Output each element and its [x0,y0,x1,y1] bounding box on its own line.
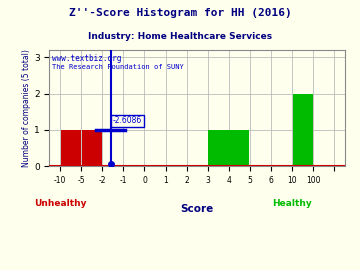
Bar [293,94,313,166]
Text: -2.6086: -2.6086 [113,116,142,125]
Bar [60,130,81,166]
Y-axis label: Number of companies (5 total): Number of companies (5 total) [22,49,31,167]
Bar [82,130,102,166]
Text: www.textbiz.org: www.textbiz.org [53,53,122,63]
Text: Industry: Home Healthcare Services: Industry: Home Healthcare Services [88,32,272,41]
X-axis label: Score: Score [181,204,214,214]
Bar [208,130,249,166]
Text: The Research Foundation of SUNY: The Research Foundation of SUNY [53,64,184,70]
Text: Unhealthy: Unhealthy [34,199,86,208]
Text: Healthy: Healthy [273,199,312,208]
Text: Z''-Score Histogram for HH (2016): Z''-Score Histogram for HH (2016) [69,8,291,18]
